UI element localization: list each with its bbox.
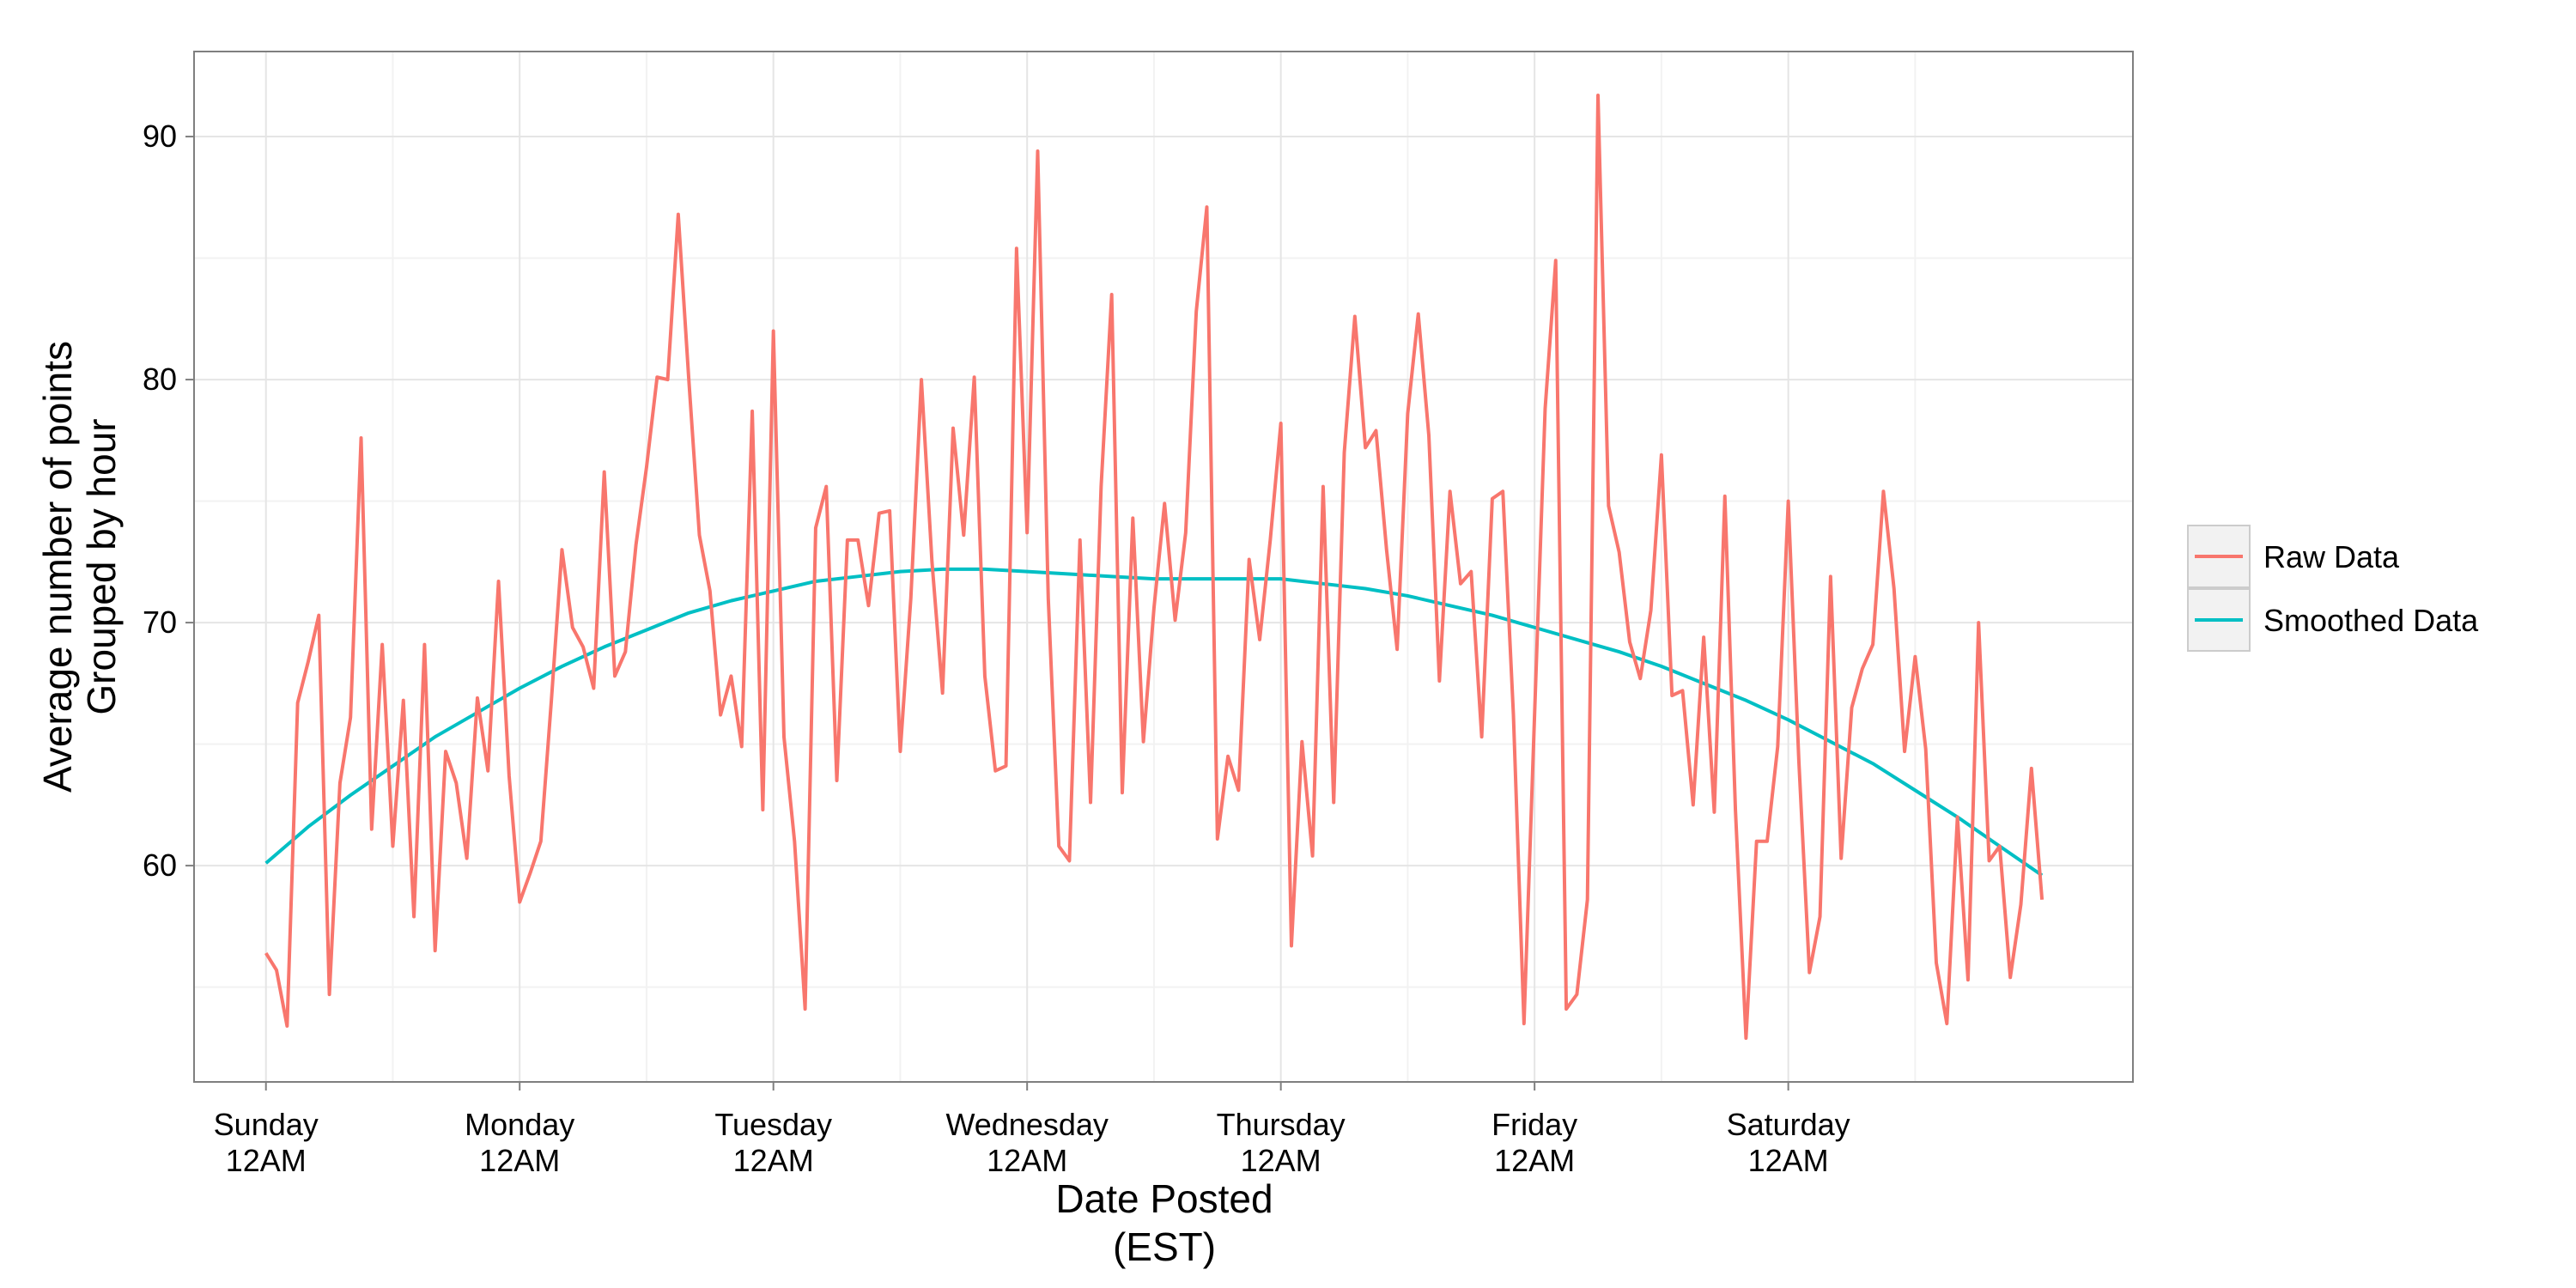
- y-tick-label: 80: [143, 361, 177, 397]
- x-axis-title-line1: Date Posted: [1055, 1176, 1273, 1221]
- x-tick-label-time: 12AM: [479, 1143, 560, 1178]
- plot-border: [193, 51, 2134, 1083]
- x-tick-label-time: 12AM: [1748, 1143, 1829, 1178]
- x-tick-label-day: Thursday: [1217, 1107, 1346, 1142]
- x-tick-label-time: 12AM: [987, 1143, 1067, 1178]
- y-tick-label: 60: [143, 848, 177, 883]
- y-axis-title-line2: Grouped by hour: [79, 418, 124, 714]
- x-tick-label-time: 12AM: [1494, 1143, 1575, 1178]
- legend: Raw Data Smoothed Data: [2187, 525, 2479, 652]
- raw-data-line: [264, 93, 2044, 1041]
- smoothed-data-line: [264, 567, 2044, 878]
- x-tick-label-day: Monday: [465, 1107, 574, 1142]
- x-axis: Sunday12AMMonday12AMTuesday12AMWednesday…: [214, 1082, 1850, 1178]
- smoothed-data-series: [264, 567, 2044, 878]
- y-axis: 60 70 80 90: [143, 118, 194, 883]
- raw-data-series: [264, 93, 2044, 1041]
- plot-background: [194, 52, 2133, 1082]
- x-axis-title-line2: (EST): [1113, 1224, 1216, 1269]
- legend-label-raw-data: Raw Data: [2263, 539, 2400, 574]
- y-tick-label: 90: [143, 118, 177, 154]
- x-tick-label-time: 12AM: [733, 1143, 814, 1178]
- y-axis-title-line1: Average number of points: [35, 341, 80, 793]
- x-tick-label-time: 12AM: [226, 1143, 307, 1178]
- x-tick-label-day: Wednesday: [945, 1107, 1108, 1142]
- x-tick-label-day: Tuesday: [714, 1107, 832, 1142]
- x-tick-label-time: 12AM: [1241, 1143, 1321, 1178]
- x-tick-label-day: Friday: [1492, 1107, 1577, 1142]
- legend-label-smoothed-data: Smoothed Data: [2263, 603, 2479, 638]
- y-tick-label: 70: [143, 605, 177, 640]
- x-tick-label-day: Sunday: [214, 1107, 319, 1142]
- x-tick-label-day: Saturday: [1727, 1107, 1850, 1142]
